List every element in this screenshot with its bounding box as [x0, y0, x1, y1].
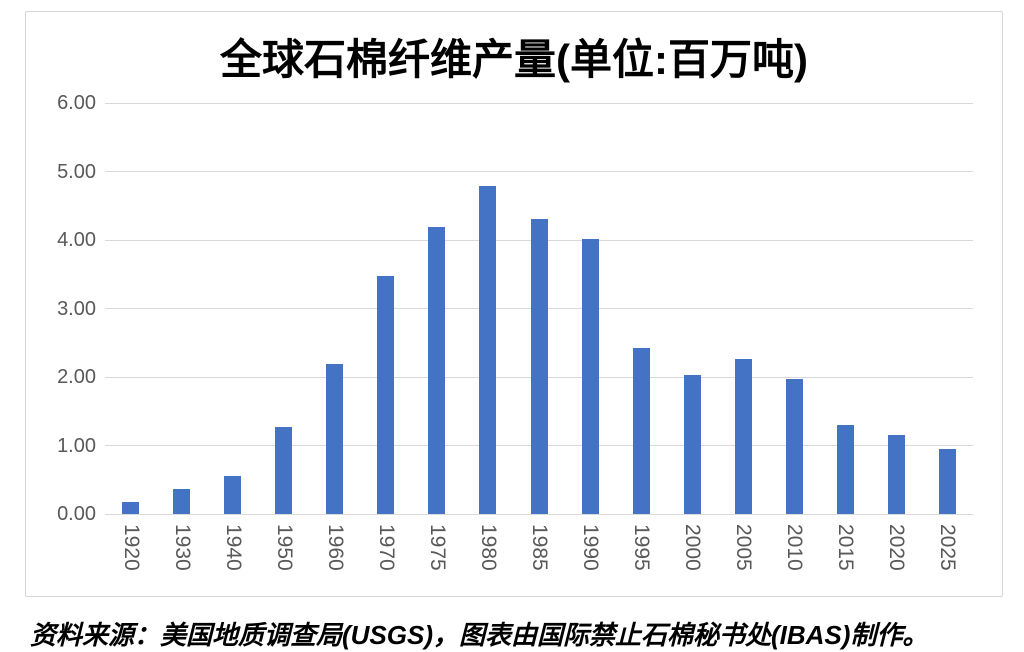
bar-1985	[530, 218, 548, 514]
chart-frame: 全球石棉纤维产量(单位:百万吨) 0.00 1.00 2.00 3.00 4.00 5.0…	[25, 11, 1003, 597]
bar-2000	[683, 374, 701, 514]
x-tick-label: 2005	[732, 524, 756, 571]
x-tick-label: 1920	[119, 524, 143, 571]
bar-2005	[734, 359, 752, 514]
x-tick-label: 1975	[425, 524, 449, 571]
chart-title: 全球石棉纤维产量(单位:百万吨)	[220, 36, 808, 83]
y-tick-label: 5.00	[57, 160, 96, 183]
x-tick-label: 2015	[834, 524, 858, 571]
x-axis: 1920 1930 1940 1950 1960 1970 1975 1980 1985 1990…	[105, 522, 973, 594]
x-tick-label: 2000	[681, 524, 705, 571]
x-tick-label: 1930	[170, 524, 194, 571]
y-tick-label: 3.00	[57, 297, 96, 320]
bar-1990	[581, 239, 599, 514]
y-tick-label: 2.00	[57, 366, 96, 388]
bar-2020	[887, 435, 905, 514]
y-tick-label: 0.00	[57, 503, 96, 525]
bar-1940	[224, 476, 242, 514]
x-tick-label: 1970	[374, 524, 398, 571]
bar-1930	[173, 488, 191, 514]
bar-1995	[632, 347, 650, 514]
x-tick-label: 2010	[783, 524, 807, 571]
bar-1950	[275, 427, 293, 514]
y-tick-label: 6.00	[57, 92, 96, 114]
gridline	[105, 513, 973, 515]
bar-1970	[377, 275, 395, 514]
bar-1975	[428, 227, 446, 514]
bar-1920	[122, 501, 140, 514]
plot-area	[105, 102, 973, 515]
x-tick-label: 1940	[221, 524, 245, 571]
x-tick-label: 1980	[476, 524, 500, 571]
bar-1960	[326, 364, 344, 514]
x-tick-label: 1990	[579, 524, 603, 571]
x-tick-label: 1985	[528, 524, 551, 571]
x-tick-label: 2025	[936, 524, 960, 571]
x-tick-label: 1950	[272, 524, 296, 571]
bar-2010	[785, 379, 803, 514]
y-axis: 0.00 1.00 2.00 3.00 4.00 5.00 6.00	[34, 92, 96, 525]
bar-1980	[479, 185, 497, 514]
gridline	[105, 171, 973, 172]
y-tick-label: 4.00	[57, 229, 96, 251]
x-tick-label: 1995	[630, 524, 654, 571]
bar-2025	[938, 448, 956, 514]
bar-2015	[836, 424, 854, 514]
x-tick-label: 2020	[885, 524, 909, 571]
gridline	[105, 102, 973, 104]
source-note: 资料来源：美国地质调查局(USGS)，图表由国际禁止石棉秘书处(IBAS)制作。	[30, 620, 929, 650]
x-tick-label: 1960	[323, 524, 347, 571]
y-tick-label: 1.00	[57, 434, 96, 457]
